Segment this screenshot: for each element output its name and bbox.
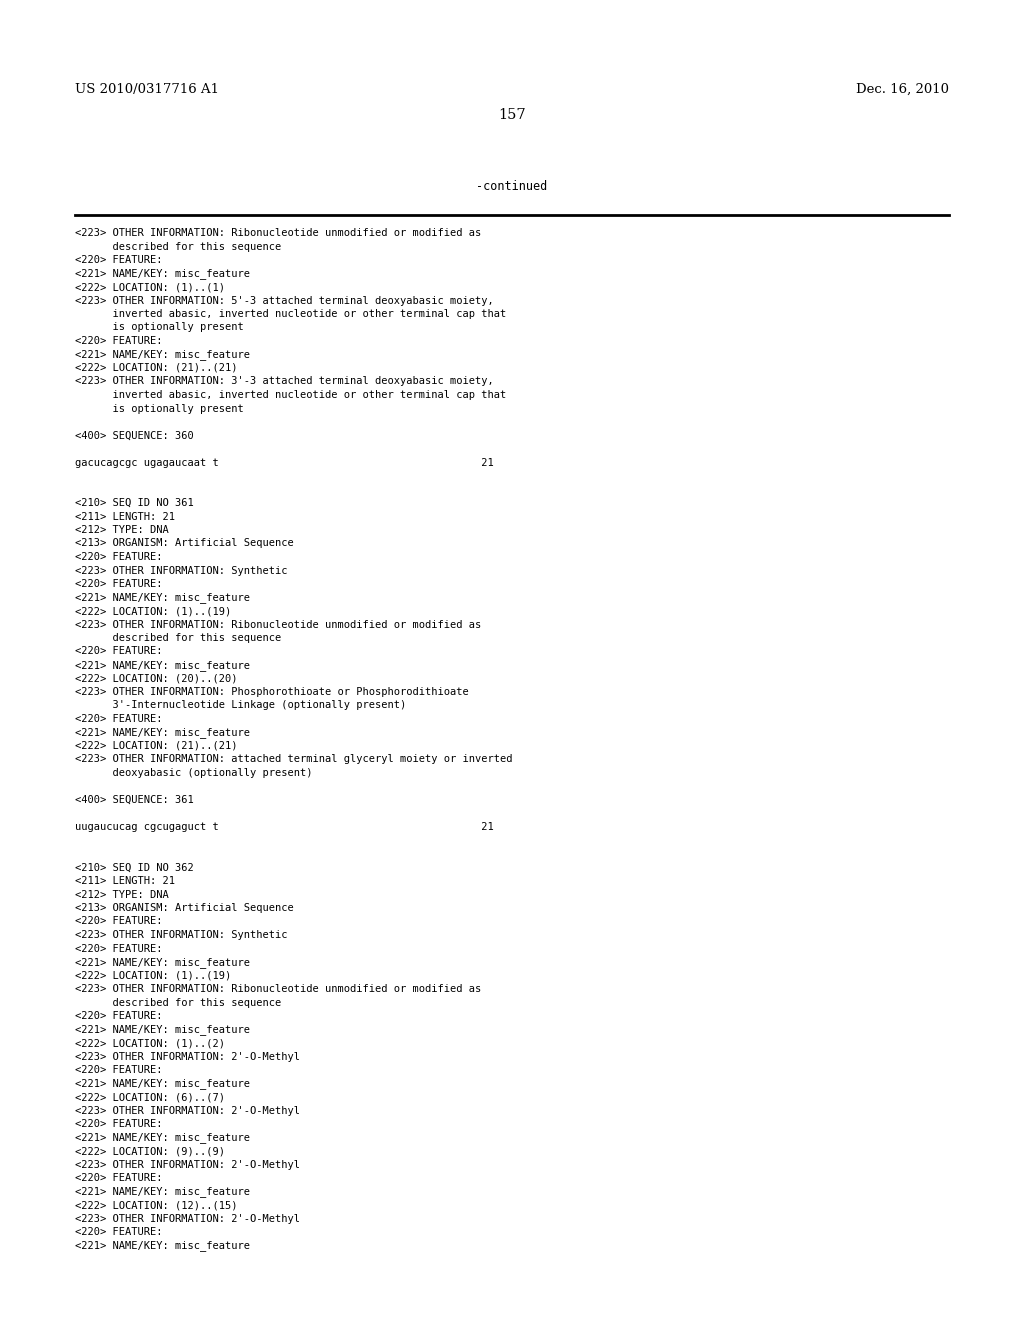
Text: <222> LOCATION: (1)..(19): <222> LOCATION: (1)..(19) (75, 606, 231, 616)
Text: <221> NAME/KEY: misc_feature: <221> NAME/KEY: misc_feature (75, 957, 250, 968)
Text: <223> OTHER INFORMATION: Synthetic: <223> OTHER INFORMATION: Synthetic (75, 565, 288, 576)
Text: <221> NAME/KEY: misc_feature: <221> NAME/KEY: misc_feature (75, 727, 250, 738)
Text: gacucagcgc ugagaucaat t                                          21: gacucagcgc ugagaucaat t 21 (75, 458, 494, 467)
Text: Dec. 16, 2010: Dec. 16, 2010 (856, 83, 949, 96)
Text: <222> LOCATION: (1)..(1): <222> LOCATION: (1)..(1) (75, 282, 225, 292)
Text: <220> FEATURE:: <220> FEATURE: (75, 337, 163, 346)
Text: <213> ORGANISM: Artificial Sequence: <213> ORGANISM: Artificial Sequence (75, 539, 294, 549)
Text: <220> FEATURE:: <220> FEATURE: (75, 916, 163, 927)
Text: <210> SEQ ID NO 361: <210> SEQ ID NO 361 (75, 498, 194, 508)
Text: <221> NAME/KEY: misc_feature: <221> NAME/KEY: misc_feature (75, 1024, 250, 1035)
Text: <220> FEATURE:: <220> FEATURE: (75, 1011, 163, 1020)
Text: <223> OTHER INFORMATION: 5'-3 attached terminal deoxyabasic moiety,: <223> OTHER INFORMATION: 5'-3 attached t… (75, 296, 494, 305)
Text: <400> SEQUENCE: 360: <400> SEQUENCE: 360 (75, 430, 194, 441)
Text: <223> OTHER INFORMATION: Ribonucleotide unmodified or modified as: <223> OTHER INFORMATION: Ribonucleotide … (75, 228, 481, 238)
Text: 3'-Internucleotide Linkage (optionally present): 3'-Internucleotide Linkage (optionally p… (75, 701, 407, 710)
Text: <223> OTHER INFORMATION: Synthetic: <223> OTHER INFORMATION: Synthetic (75, 931, 288, 940)
Text: <223> OTHER INFORMATION: attached terminal glyceryl moiety or inverted: <223> OTHER INFORMATION: attached termin… (75, 755, 512, 764)
Text: is optionally present: is optionally present (75, 404, 244, 413)
Text: <222> LOCATION: (21)..(21): <222> LOCATION: (21)..(21) (75, 363, 238, 374)
Text: <223> OTHER INFORMATION: Ribonucleotide unmodified or modified as: <223> OTHER INFORMATION: Ribonucleotide … (75, 983, 481, 994)
Text: <222> LOCATION: (1)..(2): <222> LOCATION: (1)..(2) (75, 1038, 225, 1048)
Text: <221> NAME/KEY: misc_feature: <221> NAME/KEY: misc_feature (75, 1241, 250, 1251)
Text: described for this sequence: described for this sequence (75, 242, 282, 252)
Text: described for this sequence: described for this sequence (75, 998, 282, 1007)
Text: <220> FEATURE:: <220> FEATURE: (75, 579, 163, 589)
Text: <221> NAME/KEY: misc_feature: <221> NAME/KEY: misc_feature (75, 593, 250, 603)
Text: 157: 157 (499, 108, 525, 121)
Text: is optionally present: is optionally present (75, 322, 244, 333)
Text: <220> FEATURE:: <220> FEATURE: (75, 1173, 163, 1183)
Text: <222> LOCATION: (20)..(20): <222> LOCATION: (20)..(20) (75, 673, 238, 684)
Text: <220> FEATURE:: <220> FEATURE: (75, 255, 163, 265)
Text: <212> TYPE: DNA: <212> TYPE: DNA (75, 525, 169, 535)
Text: <222> LOCATION: (1)..(19): <222> LOCATION: (1)..(19) (75, 970, 231, 981)
Text: <213> ORGANISM: Artificial Sequence: <213> ORGANISM: Artificial Sequence (75, 903, 294, 913)
Text: <220> FEATURE:: <220> FEATURE: (75, 1065, 163, 1074)
Text: inverted abasic, inverted nucleotide or other terminal cap that: inverted abasic, inverted nucleotide or … (75, 309, 506, 319)
Text: uugaucucag cgcugaguct t                                          21: uugaucucag cgcugaguct t 21 (75, 822, 494, 832)
Text: <223> OTHER INFORMATION: 3'-3 attached terminal deoxyabasic moiety,: <223> OTHER INFORMATION: 3'-3 attached t… (75, 376, 494, 387)
Text: <221> NAME/KEY: misc_feature: <221> NAME/KEY: misc_feature (75, 1078, 250, 1089)
Text: <220> FEATURE:: <220> FEATURE: (75, 1228, 163, 1237)
Text: <223> OTHER INFORMATION: 2'-O-Methyl: <223> OTHER INFORMATION: 2'-O-Methyl (75, 1052, 300, 1061)
Text: <221> NAME/KEY: misc_feature: <221> NAME/KEY: misc_feature (75, 1133, 250, 1143)
Text: <221> NAME/KEY: misc_feature: <221> NAME/KEY: misc_feature (75, 660, 250, 671)
Text: deoxyabasic (optionally present): deoxyabasic (optionally present) (75, 768, 312, 777)
Text: <212> TYPE: DNA: <212> TYPE: DNA (75, 890, 169, 899)
Text: <221> NAME/KEY: misc_feature: <221> NAME/KEY: misc_feature (75, 1187, 250, 1197)
Text: <222> LOCATION: (21)..(21): <222> LOCATION: (21)..(21) (75, 741, 238, 751)
Text: <222> LOCATION: (9)..(9): <222> LOCATION: (9)..(9) (75, 1146, 225, 1156)
Text: <220> FEATURE:: <220> FEATURE: (75, 552, 163, 562)
Text: inverted abasic, inverted nucleotide or other terminal cap that: inverted abasic, inverted nucleotide or … (75, 389, 506, 400)
Text: <222> LOCATION: (12)..(15): <222> LOCATION: (12)..(15) (75, 1200, 238, 1210)
Text: <223> OTHER INFORMATION: 2'-O-Methyl: <223> OTHER INFORMATION: 2'-O-Methyl (75, 1106, 300, 1115)
Text: <223> OTHER INFORMATION: 2'-O-Methyl: <223> OTHER INFORMATION: 2'-O-Methyl (75, 1213, 300, 1224)
Text: <220> FEATURE:: <220> FEATURE: (75, 714, 163, 723)
Text: <222> LOCATION: (6)..(7): <222> LOCATION: (6)..(7) (75, 1092, 225, 1102)
Text: <223> OTHER INFORMATION: 2'-O-Methyl: <223> OTHER INFORMATION: 2'-O-Methyl (75, 1159, 300, 1170)
Text: <223> OTHER INFORMATION: Ribonucleotide unmodified or modified as: <223> OTHER INFORMATION: Ribonucleotide … (75, 619, 481, 630)
Text: <220> FEATURE:: <220> FEATURE: (75, 1119, 163, 1129)
Text: US 2010/0317716 A1: US 2010/0317716 A1 (75, 83, 219, 96)
Text: <400> SEQUENCE: 361: <400> SEQUENCE: 361 (75, 795, 194, 805)
Text: <210> SEQ ID NO 362: <210> SEQ ID NO 362 (75, 862, 194, 873)
Text: <220> FEATURE:: <220> FEATURE: (75, 647, 163, 656)
Text: described for this sequence: described for this sequence (75, 634, 282, 643)
Text: <221> NAME/KEY: misc_feature: <221> NAME/KEY: misc_feature (75, 350, 250, 360)
Text: <211> LENGTH: 21: <211> LENGTH: 21 (75, 876, 175, 886)
Text: <223> OTHER INFORMATION: Phosphorothioate or Phosphorodithioate: <223> OTHER INFORMATION: Phosphorothioat… (75, 686, 469, 697)
Text: -continued: -continued (476, 180, 548, 193)
Text: <211> LENGTH: 21: <211> LENGTH: 21 (75, 511, 175, 521)
Text: <220> FEATURE:: <220> FEATURE: (75, 944, 163, 953)
Text: <221> NAME/KEY: misc_feature: <221> NAME/KEY: misc_feature (75, 268, 250, 280)
